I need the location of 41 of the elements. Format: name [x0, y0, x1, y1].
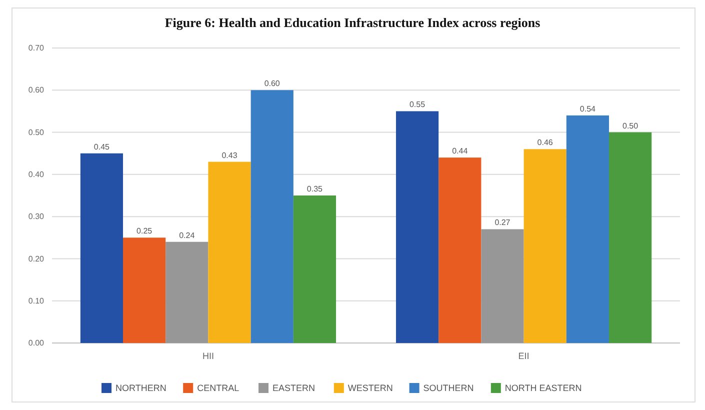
legend-label: NORTH EASTERN	[504, 383, 582, 394]
bar	[166, 242, 208, 343]
bar	[250, 90, 294, 343]
legend-label: EASTERN	[272, 383, 316, 394]
bar	[438, 158, 482, 343]
data-label: 0.24	[179, 230, 196, 240]
data-label: 0.44	[452, 146, 468, 156]
bar	[208, 162, 251, 343]
data-label: 0.25	[136, 226, 153, 236]
y-tick-label: 0.60	[28, 86, 45, 95]
bar	[396, 111, 439, 343]
legend-label: SOUTHERN	[423, 383, 474, 394]
data-label: 0.50	[622, 121, 639, 130]
data-label: 0.54	[580, 104, 596, 114]
x-tick-label: EII	[518, 351, 530, 361]
bar	[524, 149, 566, 343]
data-label: 0.35	[306, 184, 324, 194]
bar	[608, 132, 652, 343]
legend-label: WESTERN	[348, 383, 393, 394]
data-label: 0.43	[222, 150, 238, 160]
y-tick-label: 0.70	[28, 44, 45, 53]
chart-title: Figure 6: Health and Education Infrastructure Index across regions	[164, 15, 540, 30]
bar	[123, 238, 166, 343]
y-tick-label: 0.30	[28, 212, 45, 222]
data-label: 0.46	[537, 138, 554, 148]
legend-label: NORTHERN	[116, 383, 166, 394]
legend-label: CENTRAL	[197, 383, 240, 394]
bar	[566, 115, 609, 343]
y-tick-label: 0.50	[28, 128, 45, 137]
y-tick-label: 0.00	[28, 338, 45, 348]
data-label: 0.27	[494, 218, 511, 228]
data-label: 0.60	[264, 79, 280, 88]
bar	[481, 229, 524, 343]
bar	[80, 153, 124, 343]
y-tick-label: 0.10	[28, 296, 45, 306]
bar	[293, 196, 336, 343]
y-tick-label: 0.20	[28, 254, 45, 264]
x-tick-label: HII	[202, 351, 214, 361]
y-tick-label: 0.40	[28, 170, 45, 179]
data-label: 0.55	[409, 100, 426, 110]
data-label: 0.45	[94, 142, 110, 152]
